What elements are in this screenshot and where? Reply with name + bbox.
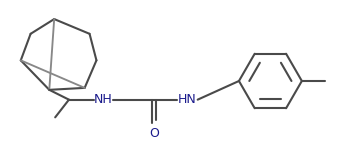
Text: HN: HN: [178, 93, 196, 106]
Text: O: O: [149, 127, 159, 140]
Text: NH: NH: [94, 93, 113, 106]
